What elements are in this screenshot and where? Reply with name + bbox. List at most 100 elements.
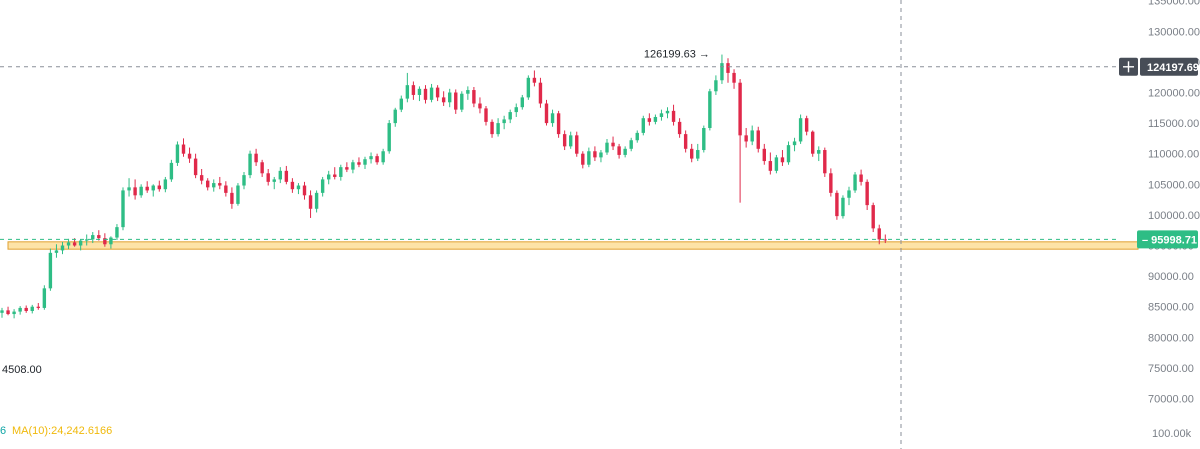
candle-body <box>66 242 71 246</box>
candle-body <box>169 162 174 180</box>
candle-body <box>762 148 766 162</box>
candle-body <box>284 170 289 182</box>
candle-body <box>151 185 155 191</box>
candle-body <box>683 134 688 149</box>
candle-body <box>659 113 664 117</box>
candle-body <box>599 152 603 158</box>
candle-body <box>345 167 349 170</box>
candle-body <box>647 118 652 122</box>
candle-body <box>460 93 464 110</box>
candle-body <box>448 92 452 103</box>
candle-body <box>327 174 331 180</box>
candle-body <box>18 307 22 312</box>
candle-body <box>817 150 821 154</box>
y-tick-label: 80000.00 <box>1148 332 1194 344</box>
candle-body <box>671 110 676 122</box>
candles <box>0 54 887 319</box>
candle-body <box>514 107 518 113</box>
candle-body <box>665 110 670 114</box>
candle-body <box>206 180 210 188</box>
y-tick-label: 120000.00 <box>1148 88 1200 100</box>
candle-body <box>720 63 724 81</box>
candle-body <box>60 245 65 251</box>
candle-body <box>254 153 258 163</box>
candle-body <box>399 98 403 110</box>
candle-body <box>429 87 434 100</box>
candle-body <box>199 175 204 181</box>
candle-body <box>587 151 591 165</box>
candle-body <box>484 108 488 122</box>
candle-body <box>617 146 621 155</box>
candle-body <box>157 185 161 190</box>
candle-body <box>635 132 639 141</box>
candle-body <box>109 237 113 245</box>
candle-body <box>127 187 131 191</box>
candle-body <box>387 123 391 152</box>
y-tick-label: 70000.00 <box>1148 394 1194 406</box>
candle-body <box>423 88 428 100</box>
candle-body <box>768 161 773 171</box>
candle-body <box>653 116 658 122</box>
candle-body <box>641 118 645 133</box>
candle-body <box>714 80 718 92</box>
candle-body <box>314 192 319 209</box>
y-tick-label: 130000.00 <box>1148 26 1200 38</box>
candle-body <box>78 240 83 246</box>
candle-body <box>786 145 791 163</box>
candle-body <box>435 87 440 98</box>
candle-body <box>48 252 53 289</box>
candle-body <box>520 97 524 108</box>
y-tick-label: 75000.00 <box>1148 363 1194 375</box>
candle-body <box>302 185 307 196</box>
candle-body <box>260 162 264 174</box>
candle-body <box>266 173 270 182</box>
candle-body <box>97 235 101 239</box>
candle-body <box>212 183 216 188</box>
candle-body <box>550 113 555 124</box>
candle-body <box>163 179 168 190</box>
candle-body <box>145 186 149 191</box>
candle-body <box>72 242 77 246</box>
candle-body <box>272 179 276 182</box>
candle-body <box>290 181 295 190</box>
candle-body <box>320 179 325 193</box>
candle-body <box>496 123 500 135</box>
candle-body <box>738 82 742 136</box>
candle-body <box>556 113 561 135</box>
candle-body <box>823 150 827 174</box>
candle-body <box>544 103 549 124</box>
candle-body <box>85 239 89 241</box>
candle-body <box>811 131 815 154</box>
candle-body <box>726 63 730 73</box>
candle-body <box>405 85 410 99</box>
candle-body <box>780 157 785 163</box>
candle-body <box>242 175 246 186</box>
candle-body <box>708 91 712 128</box>
candle-body <box>804 118 809 132</box>
candle-body <box>841 197 845 217</box>
support-zone-band <box>7 241 1139 250</box>
candle-body <box>24 307 28 311</box>
candle-body <box>411 85 416 95</box>
candle-body <box>236 185 240 204</box>
candle-body <box>835 192 839 217</box>
candle-body <box>508 112 512 120</box>
candle-body <box>744 135 748 142</box>
candle-body <box>115 227 119 238</box>
candle-body <box>218 183 222 186</box>
candle-body <box>871 205 875 229</box>
candle-body <box>750 130 754 142</box>
candle-body <box>605 142 609 153</box>
candle-body <box>333 174 337 177</box>
last-price-tag <box>1137 230 1198 249</box>
candle-body <box>798 118 803 142</box>
candle-body <box>865 181 869 206</box>
high-price-annotation: 126199.63 → <box>644 49 710 61</box>
candle-body <box>224 185 228 193</box>
candle-body <box>351 162 355 170</box>
candle-body <box>296 185 301 190</box>
low-price-label: 4508.00 <box>2 364 42 376</box>
candle-body <box>472 90 476 104</box>
candle-body <box>6 310 10 315</box>
